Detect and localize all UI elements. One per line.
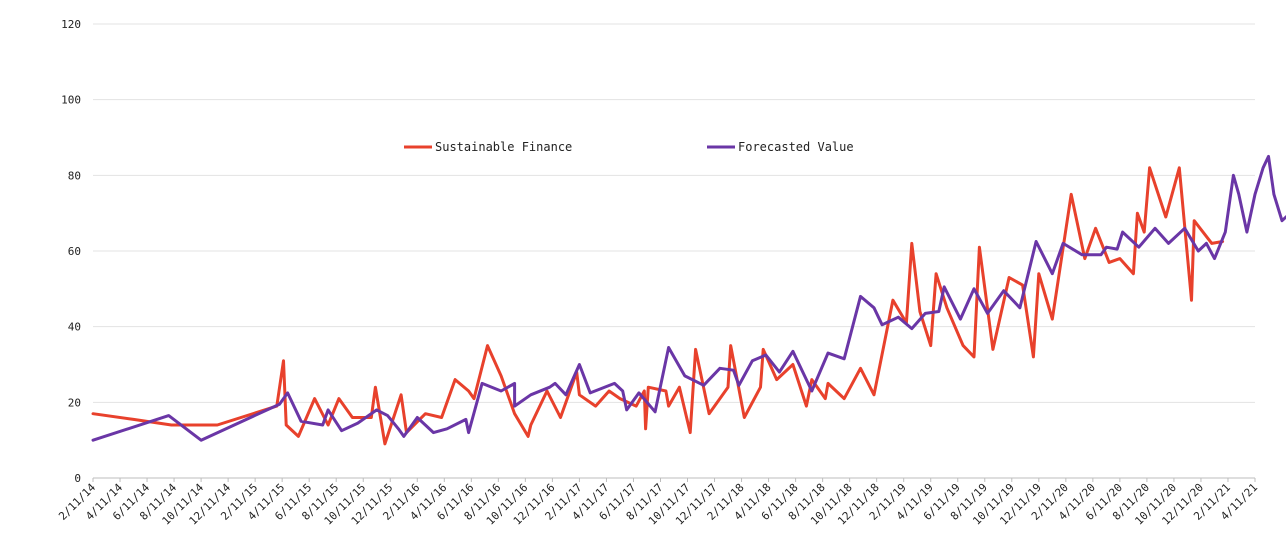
y-tick-label: 120 (61, 18, 81, 31)
series-lines (91, 154, 1286, 446)
y-tick-label: 80 (68, 169, 81, 182)
y-axis: 0 20 40 60 80 100 120 (61, 18, 81, 485)
y-tick-label: 0 (74, 472, 81, 485)
series-line-0 (91, 166, 1225, 446)
y-tick-label: 60 (68, 245, 81, 258)
y-tick-label: 40 (68, 321, 81, 334)
y-tick-label: 100 (61, 94, 81, 107)
series-line-2 (1204, 154, 1286, 261)
legend-label: Forecasted Value (738, 140, 854, 154)
series-line-1 (91, 226, 1208, 442)
x-axis: 2/11/144/11/146/11/148/11/1410/11/1412/1… (56, 478, 1260, 528)
y-tick-label: 20 (68, 396, 81, 409)
legend: Sustainable Finance Forecasted Value (404, 140, 854, 154)
legend-label: Sustainable Finance (435, 140, 572, 154)
